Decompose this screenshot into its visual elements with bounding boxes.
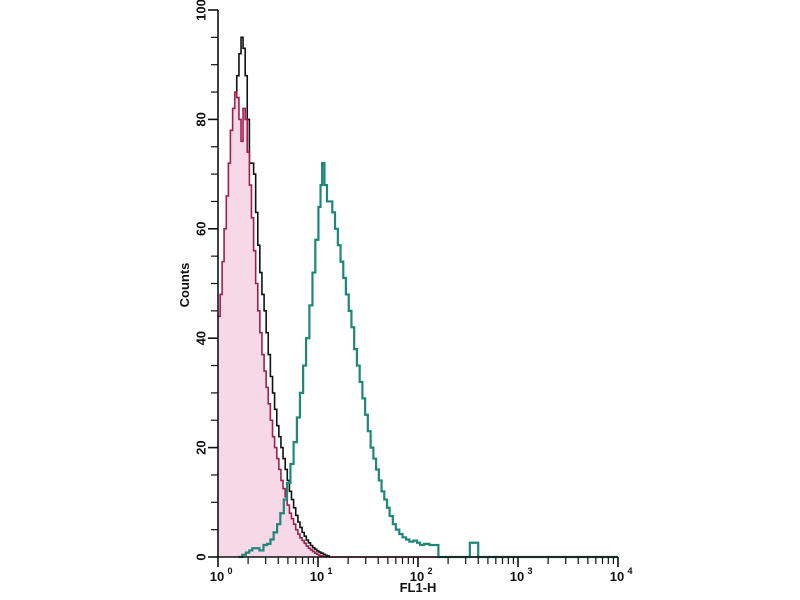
y-axis-label: Counts — [177, 263, 192, 308]
y-tick-label: 60 — [194, 222, 209, 236]
x-tick-exponent: 3 — [527, 566, 532, 576]
x-tick-exponent: 2 — [427, 566, 432, 576]
x-tick-label: 10 1 — [310, 566, 333, 584]
x-tick-mantissa: 10 — [510, 569, 524, 584]
x-axis-label: FL1-H — [400, 580, 437, 595]
trace-isotype-control — [218, 91, 618, 558]
y-tick-label: 20 — [194, 440, 209, 454]
x-tick-exponent: 4 — [627, 566, 632, 576]
x-tick-exponent: 1 — [327, 566, 332, 576]
y-axis-tick-labels: 0 20 40 60 80 100 — [194, 0, 209, 561]
y-tick-label: 80 — [194, 112, 209, 126]
x-tick-mantissa: 10 — [210, 569, 224, 584]
axes-group — [208, 9, 619, 567]
x-tick-mantissa: 10 — [310, 569, 324, 584]
x-tick-mantissa: 10 — [410, 569, 424, 584]
trace-group — [218, 36, 618, 559]
y-axis-ticks — [208, 9, 218, 558]
x-tick-label: 10 3 — [510, 566, 533, 584]
x-tick-label: 10 0 — [210, 566, 233, 584]
trace-fill-isotype-control — [218, 92, 618, 558]
x-tick-exponent: 0 — [227, 566, 232, 576]
x-tick-mantissa: 10 — [610, 569, 624, 584]
x-axis-tick-labels: 10 0 10 1 10 2 10 3 10 4 — [210, 566, 633, 584]
x-axis-ticks — [217, 557, 619, 567]
x-tick-label: 10 2 — [410, 566, 433, 584]
y-tick-label: 40 — [194, 331, 209, 345]
x-tick-label: 10 4 — [610, 566, 633, 584]
y-tick-label: 100 — [194, 0, 209, 21]
y-tick-label: 0 — [194, 553, 209, 560]
trace-stained-sample — [238, 162, 618, 559]
